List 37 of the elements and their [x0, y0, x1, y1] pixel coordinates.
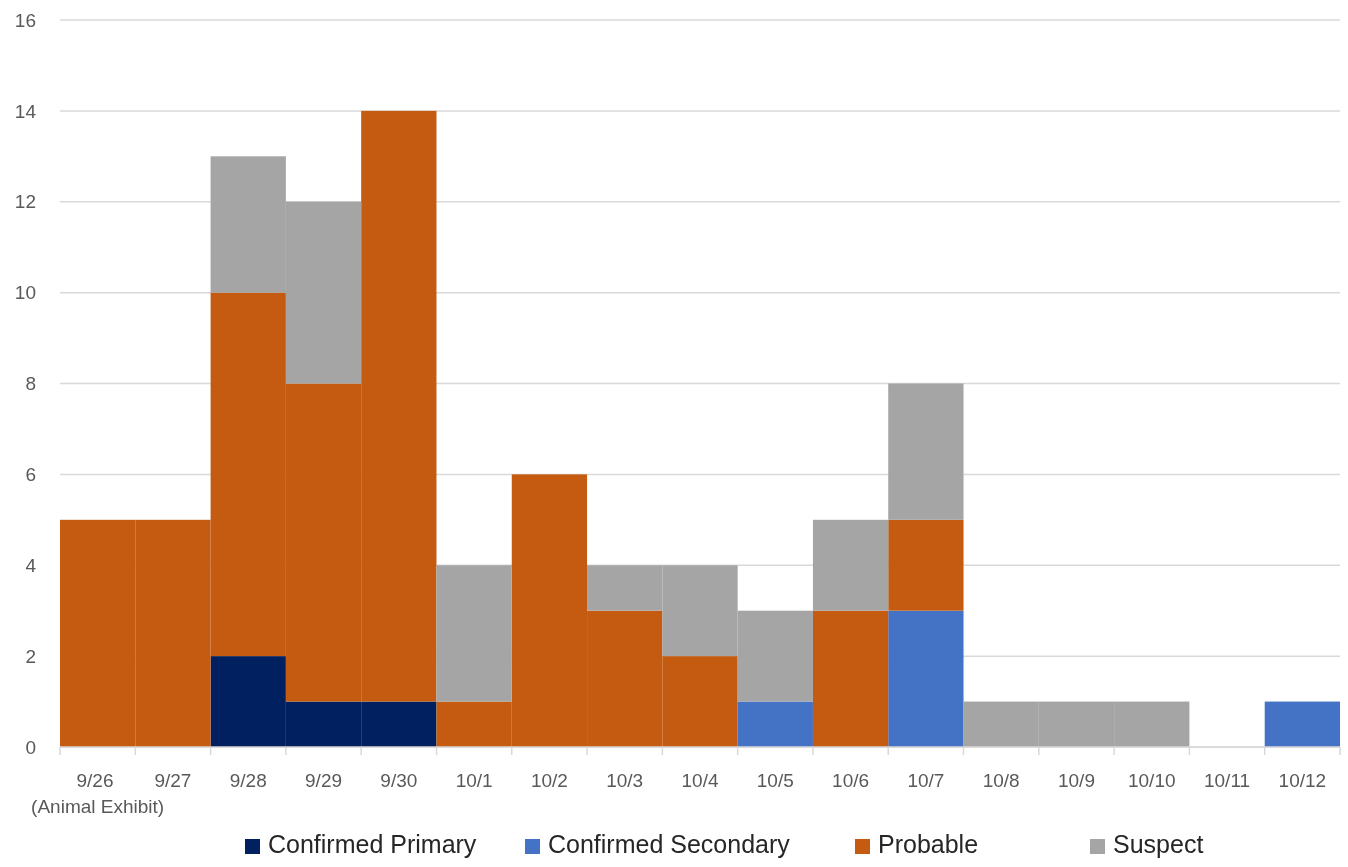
x-tick-label: 10/8 — [982, 770, 1020, 791]
legend-label: Suspect — [1113, 830, 1204, 858]
x-tick-label: 10/1 — [455, 770, 493, 791]
x-tick-label: 9/27 — [154, 770, 192, 791]
x-tick-label: 10/10 — [1127, 770, 1176, 791]
x-tick-label: 9/29 — [305, 770, 343, 791]
x-tick-label: 10/6 — [832, 770, 870, 791]
x-tick-label: 10/5 — [756, 770, 794, 791]
y-tick-label: 2 — [25, 645, 36, 667]
x-tick-label: 9/28 — [229, 770, 267, 791]
bar — [888, 610, 964, 747]
x-tick-label: 10/7 — [907, 770, 945, 791]
legend-label: Confirmed Primary — [268, 830, 477, 858]
x-tick-label: 10/9 — [1057, 770, 1095, 791]
bar — [812, 519, 889, 611]
x-tick-label: 10/3 — [606, 770, 644, 791]
x-tick-label: 10/12 — [1278, 770, 1327, 791]
bar — [888, 519, 964, 611]
y-tick-label: 4 — [25, 554, 37, 576]
x-tick-label: 10/2 — [530, 770, 568, 791]
bar — [436, 565, 512, 702]
legend-label: Probable — [878, 830, 979, 858]
y-tick-label: 8 — [25, 373, 36, 395]
y-tick-label: 12 — [14, 191, 36, 213]
bar — [812, 610, 889, 747]
legend-label: Confirmed Secondary — [548, 830, 791, 858]
x-tick-label: 9/30 — [380, 770, 418, 791]
bar — [1264, 701, 1340, 747]
y-tick-label: 16 — [14, 9, 36, 31]
bar — [888, 383, 964, 520]
x-tick-label: 10/4 — [681, 770, 719, 791]
y-tick-label: 10 — [14, 282, 36, 304]
y-tick-label: 0 — [25, 736, 36, 758]
y-tick-label: 6 — [25, 464, 36, 486]
bar — [737, 701, 813, 747]
y-tick-label: 14 — [14, 100, 37, 122]
x-tick-label: 10/11 — [1203, 770, 1251, 791]
